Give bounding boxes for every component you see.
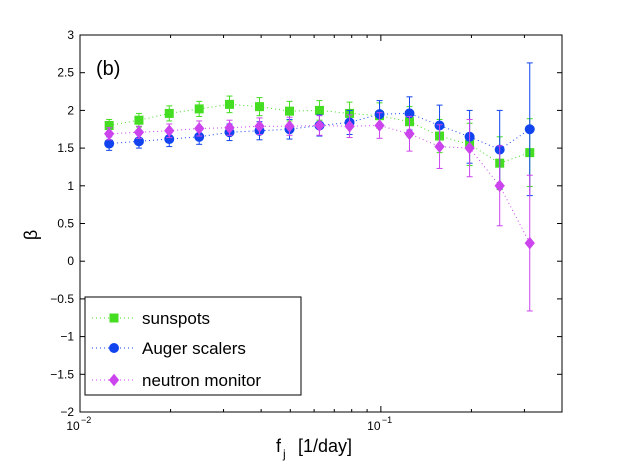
legend-marker-shape bbox=[109, 343, 119, 353]
x-tick-label-base: 10 bbox=[66, 419, 80, 433]
y-tick-label: 3 bbox=[67, 28, 74, 42]
x-tick-label-exp: −1 bbox=[382, 415, 392, 425]
y-tick-label: −2 bbox=[60, 405, 74, 419]
series-line-auger bbox=[109, 112, 531, 151]
data-point-sunspots bbox=[134, 115, 144, 125]
data-point-neutron bbox=[194, 122, 205, 135]
y-tick-label: −1.5 bbox=[50, 367, 74, 381]
legend-marker-auger bbox=[109, 343, 119, 353]
y-tick-label: 0 bbox=[67, 254, 74, 268]
data-point-neutron bbox=[224, 121, 235, 135]
data-point-neutron bbox=[284, 119, 295, 133]
y-tick-label: 0.5 bbox=[57, 217, 74, 231]
x-axis-label: f j [1/day] bbox=[276, 436, 352, 461]
y-tick-label: 1 bbox=[67, 179, 74, 193]
y-tick-label: −1 bbox=[60, 330, 74, 344]
y-tick-label: 2.5 bbox=[57, 66, 74, 80]
data-point-neutron bbox=[404, 127, 415, 141]
legend-entry-neutron: neutron monitor bbox=[92, 371, 261, 390]
legend-marker-sunspots bbox=[109, 313, 119, 323]
data-point-sunspots bbox=[194, 104, 204, 114]
legend-label-sunspots: sunspots bbox=[142, 309, 210, 328]
data-point-neutron bbox=[104, 127, 115, 141]
data-point-auger bbox=[524, 124, 535, 135]
legend-label-auger: Auger scalers bbox=[142, 339, 246, 358]
legend-marker-neutron bbox=[108, 373, 120, 387]
y-tick-label: −0.5 bbox=[50, 292, 74, 306]
x-tick-label-base: 10 bbox=[367, 419, 381, 433]
legend-marker-shape bbox=[109, 313, 119, 323]
data-point-sunspots bbox=[314, 105, 324, 115]
data-point-neutron bbox=[494, 179, 505, 193]
data-point-neutron bbox=[524, 236, 535, 250]
data-point-sunspots bbox=[254, 102, 264, 112]
legend: sunspots Auger scalers neutron monitor bbox=[84, 296, 302, 396]
y-tick-label: 1.5 bbox=[57, 141, 74, 155]
x-axis-label-unit: [1/day] bbox=[298, 436, 352, 456]
data-point-neutron bbox=[164, 124, 175, 138]
data-point-neutron bbox=[434, 140, 445, 153]
data-point-neutron bbox=[464, 141, 475, 155]
panel-label: (b) bbox=[96, 58, 120, 80]
legend-box bbox=[84, 296, 302, 396]
data-point-neutron bbox=[314, 119, 325, 132]
data-point-neutron bbox=[254, 119, 265, 133]
x-axis-label-main: f bbox=[276, 436, 282, 456]
legend-label-neutron: neutron monitor bbox=[142, 371, 261, 390]
data-point-sunspots bbox=[164, 108, 174, 118]
legend-entry-sunspots: sunspots bbox=[92, 309, 210, 328]
legend-entry-auger: Auger scalers bbox=[92, 339, 246, 358]
data-point-neutron bbox=[133, 125, 145, 139]
legend-marker-shape bbox=[108, 373, 120, 387]
x-axis-label-sub: j bbox=[282, 447, 286, 461]
y-tick-label: 2 bbox=[67, 103, 74, 117]
series-neutron bbox=[104, 112, 535, 312]
data-point-auger bbox=[104, 138, 115, 149]
data-point-sunspots bbox=[225, 99, 235, 109]
y-axis-label: β bbox=[21, 230, 41, 240]
x-tick-label-exp: −2 bbox=[81, 415, 91, 425]
data-point-sunspots bbox=[285, 106, 295, 116]
data-point-neutron bbox=[344, 119, 355, 133]
x-tick-label: 10 −1 bbox=[367, 415, 392, 433]
x-tick-label: 10 −2 bbox=[66, 415, 91, 433]
data-point-neutron bbox=[374, 119, 385, 132]
